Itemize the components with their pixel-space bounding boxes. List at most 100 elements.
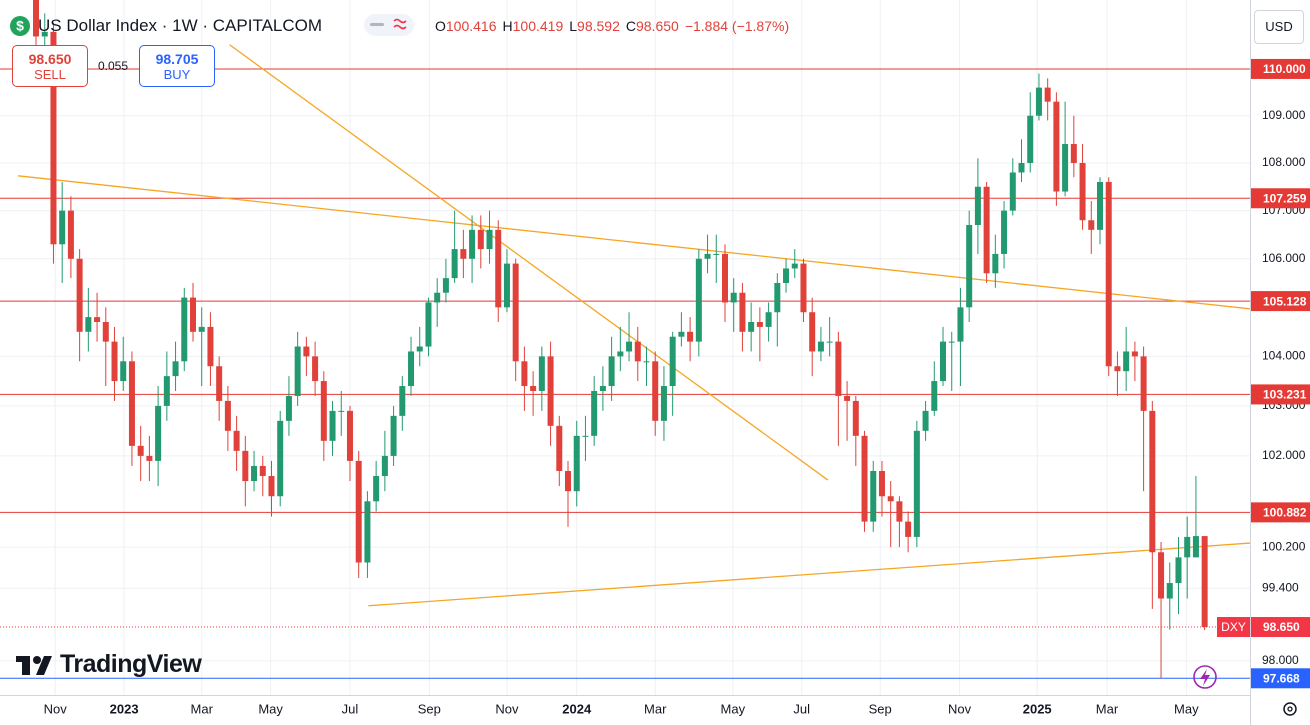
ohlc-label: L xyxy=(569,18,578,34)
x-tick-label: Nov xyxy=(44,701,68,716)
settings-button[interactable] xyxy=(1283,702,1297,716)
candle-body xyxy=(1114,366,1121,372)
symbol-title: US Dollar Index · 1W · CAPITALCOM xyxy=(38,16,323,35)
x-tick-label: Sep xyxy=(869,701,892,716)
buy-label: BUY xyxy=(163,67,191,82)
x-tick-label: May xyxy=(1174,701,1199,716)
sell-button[interactable]: 98.650 SELL xyxy=(12,45,88,87)
candle-body xyxy=(695,258,702,342)
candle-body xyxy=(556,425,563,471)
candle-body xyxy=(652,361,659,421)
ohlc-legend: O100.416 H100.419 L98.592 C98.650 −1.884 (−1… xyxy=(435,13,789,39)
y-tick-label: 98.000 xyxy=(1262,653,1299,667)
candle-body xyxy=(1096,181,1103,230)
candle-body xyxy=(1201,536,1208,628)
candle-body xyxy=(783,268,790,283)
x-tick-label: May xyxy=(258,701,283,716)
candle-body xyxy=(756,322,763,327)
candle-body xyxy=(146,455,153,461)
candle-body xyxy=(207,326,214,367)
trendline xyxy=(368,542,1250,607)
candle-body xyxy=(643,361,650,363)
candle-body xyxy=(591,390,598,436)
candle-body xyxy=(1009,172,1016,211)
candle-body xyxy=(992,253,999,274)
candle-body xyxy=(111,341,118,382)
candle-body xyxy=(626,341,633,352)
candle-body xyxy=(189,297,196,332)
candle-body xyxy=(861,435,868,522)
x-tick-label: Nov xyxy=(495,701,519,716)
symbol-icon-glyph: $ xyxy=(16,18,24,34)
candle-body xyxy=(931,381,938,411)
candle-body xyxy=(181,297,188,362)
candle-body xyxy=(1044,87,1051,102)
x-tick-label: Sep xyxy=(418,701,441,716)
candle-body xyxy=(565,470,572,492)
candle-body xyxy=(102,322,109,342)
ohlc-change: −1.884 (−1.87%) xyxy=(684,18,790,34)
candle-body xyxy=(303,346,310,357)
axes: 98.00099.400100.200102.000103.000104.000… xyxy=(44,58,1310,716)
candle-body xyxy=(1053,101,1060,192)
last-price-label: 98.650 xyxy=(1263,620,1300,634)
candle-body xyxy=(469,229,476,259)
candle-body xyxy=(826,341,833,343)
candle-body xyxy=(748,322,755,332)
candle-body xyxy=(721,253,728,303)
level-label-bg xyxy=(1251,58,1310,79)
candle-body xyxy=(974,186,981,226)
candle-body xyxy=(277,420,284,497)
candle-body xyxy=(739,292,746,332)
x-tick-label: 2023 xyxy=(110,701,139,716)
trendline xyxy=(17,175,1250,310)
ohlc-value: 98.650 xyxy=(635,18,679,34)
candle-body xyxy=(809,312,816,352)
compare-toggle[interactable] xyxy=(364,14,414,36)
ohlc-label: C xyxy=(625,18,636,34)
x-tick-label: Mar xyxy=(1096,701,1119,716)
candle-body xyxy=(259,465,266,477)
candle-body xyxy=(905,521,912,537)
ohlc-value: 100.419 xyxy=(512,18,564,34)
candle-body xyxy=(50,31,57,245)
level-label: 100.882 xyxy=(1263,506,1307,520)
candle-body xyxy=(399,386,406,416)
candle-body xyxy=(425,302,432,347)
candle-body xyxy=(512,263,519,362)
candle-body xyxy=(1105,181,1112,367)
candle-body xyxy=(198,326,205,332)
y-tick-label: 109.000 xyxy=(1262,108,1306,122)
candle-body xyxy=(1158,552,1165,599)
candle-body xyxy=(486,229,493,250)
candle-body xyxy=(251,465,258,482)
ohlc-item: C98.650 xyxy=(626,18,679,34)
candle-body xyxy=(573,435,580,492)
candle-body xyxy=(294,346,301,396)
sell-price: 98.650 xyxy=(28,51,72,67)
candle-body xyxy=(791,263,798,269)
candle-body xyxy=(416,346,423,352)
x-tick-label: 2025 xyxy=(1023,701,1052,716)
buy-button[interactable]: 98.705 BUY xyxy=(139,45,215,87)
level-label-bg xyxy=(1251,668,1310,689)
level-label: 103.231 xyxy=(1263,388,1307,402)
candle-body xyxy=(634,341,641,362)
candle-body xyxy=(1149,410,1156,553)
candle-body xyxy=(67,210,74,259)
y-tick-label: 108.000 xyxy=(1262,155,1306,169)
currency-selector[interactable]: USD xyxy=(1254,10,1304,44)
candle-body xyxy=(608,356,615,387)
level-label: 105.128 xyxy=(1263,294,1307,308)
candle-body xyxy=(1062,144,1069,192)
candle-body xyxy=(617,351,624,357)
candle-body xyxy=(320,381,327,441)
candle-body xyxy=(346,410,353,461)
alert-icon[interactable] xyxy=(1193,665,1217,689)
x-tick-label: Jul xyxy=(793,701,810,716)
candle-body xyxy=(477,229,484,250)
candle-body xyxy=(678,331,685,337)
candle-body xyxy=(547,356,554,426)
grid xyxy=(0,0,1250,695)
